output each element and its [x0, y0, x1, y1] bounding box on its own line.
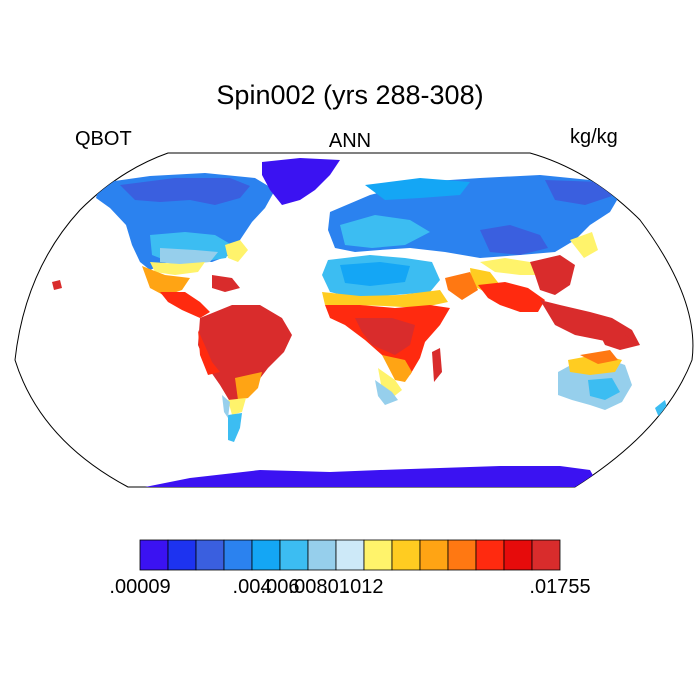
colorbar-swatch [391, 539, 421, 571]
colorbar-tick-label: .006 [260, 576, 300, 598]
colorbar-swatch [335, 539, 365, 571]
variable-label: QBOT [75, 128, 132, 150]
colorbar-tick-label: .00009 [109, 576, 171, 598]
colorbar-tick-label: .008 [288, 576, 328, 598]
greenland [262, 158, 340, 205]
colorbar-swatch [139, 539, 169, 571]
colorbar-swatch [363, 539, 393, 571]
colorbar-swatch [195, 539, 225, 571]
units-label: kg/kg [570, 126, 618, 148]
eurasia [328, 175, 640, 345]
colorbar-swatch [475, 539, 505, 571]
colorbar-swatch [307, 539, 337, 571]
season-label: ANN [328, 130, 372, 152]
colorbar [139, 539, 561, 571]
colorbar-swatch [419, 539, 449, 571]
north-america [96, 173, 275, 318]
colorbar-tick-label: .01 [322, 576, 350, 598]
south-america [198, 305, 292, 442]
colorbar-tick-label: .004 [232, 576, 272, 598]
colorbar-tick-label: .012 [344, 576, 384, 598]
colorbar-swatch [279, 539, 309, 571]
colorbar-swatch [223, 539, 253, 571]
land-fields [52, 158, 668, 487]
colorbar-swatch [447, 539, 477, 571]
antarctica [140, 466, 600, 487]
colorbar-tick-label: .01755 [529, 576, 591, 598]
map-title: Spin002 (yrs 288-308) [216, 80, 484, 110]
colorbar-swatch [167, 539, 197, 571]
australia [52, 280, 668, 420]
colorbar-swatch [251, 539, 281, 571]
colorbar-swatch [531, 539, 561, 571]
colorbar-swatch [503, 539, 533, 571]
africa [322, 255, 450, 405]
